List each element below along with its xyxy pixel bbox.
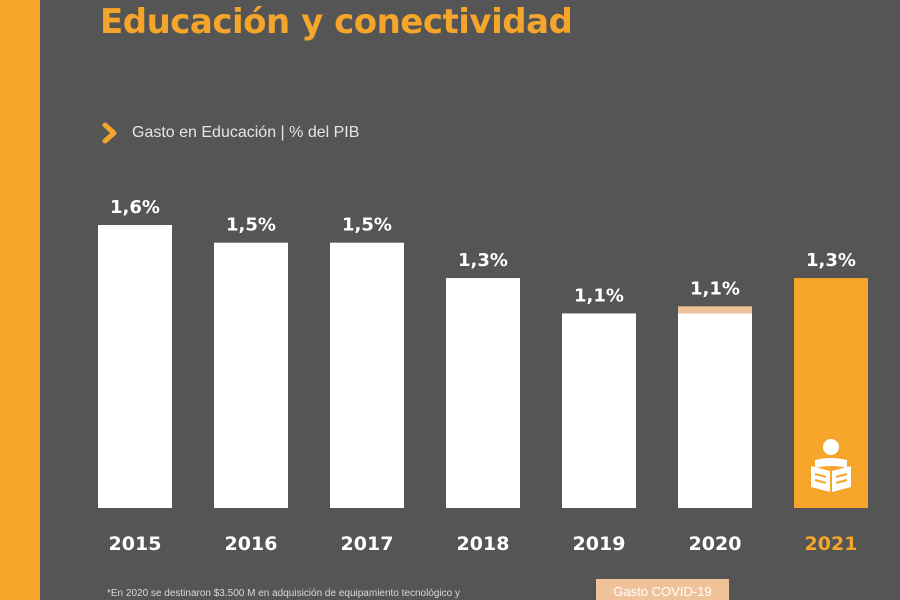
bar-2017 — [330, 242, 404, 508]
value-label-2018: 1,3% — [458, 250, 508, 271]
bar-covid-2020 — [678, 306, 752, 314]
value-label-2020: 1,1% — [690, 278, 740, 299]
value-label-2016: 1,5% — [226, 215, 276, 236]
bar-2020 — [678, 313, 752, 508]
book-reader-icon — [811, 439, 851, 492]
covid-legend: Gasto COVID-19 — [596, 579, 729, 600]
bar-2016 — [214, 242, 288, 508]
year-label-2021: 2021 — [805, 533, 858, 555]
chart-subtitle: Gasto en Educación | % del PIB — [132, 124, 360, 141]
year-label-2019: 2019 — [573, 533, 626, 555]
bar-2015 — [98, 225, 172, 508]
bar-2019 — [562, 313, 636, 508]
value-label-2017: 1,5% — [342, 215, 392, 236]
accent-strip — [0, 0, 40, 600]
year-label-2017: 2017 — [341, 533, 394, 555]
year-label-2016: 2016 — [225, 533, 278, 555]
value-label-2021: 1,3% — [806, 250, 856, 271]
bar-2021 — [794, 278, 868, 508]
bar-2018 — [446, 278, 520, 508]
value-label-2019: 1,1% — [574, 285, 624, 306]
year-label-2020: 2020 — [689, 533, 742, 555]
year-label-2018: 2018 — [457, 533, 510, 555]
footnote: *En 2020 se destinaron $3.500 M en adqui… — [107, 588, 461, 599]
page-title: Educación y conectividad — [100, 2, 573, 42]
value-label-2015: 1,6% — [110, 197, 160, 218]
subtitle-row: Gasto en Educación | % del PIB — [100, 120, 359, 146]
chevron-right-icon — [102, 122, 117, 144]
year-label-2015: 2015 — [109, 533, 162, 555]
